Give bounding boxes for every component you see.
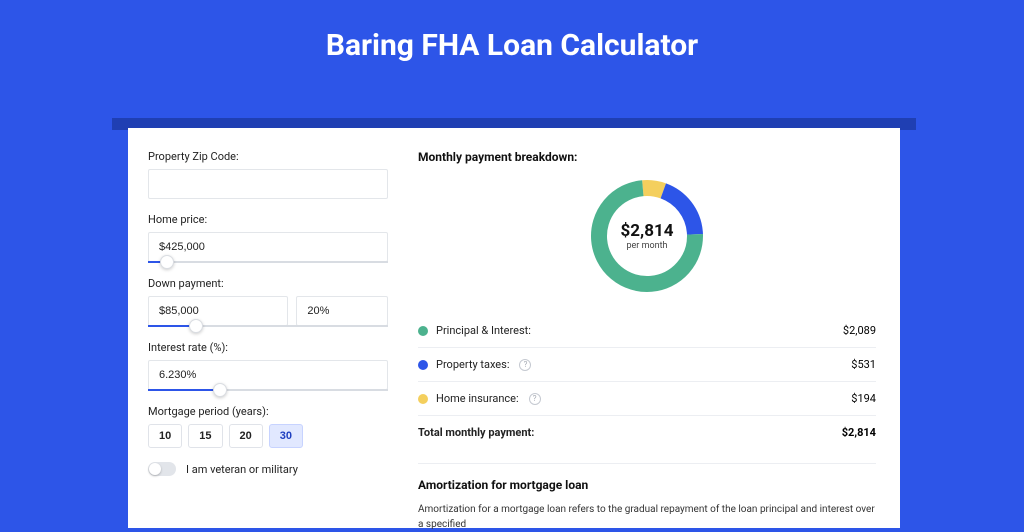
legend-row: Home insurance:? $194 — [418, 382, 876, 416]
zip-input[interactable] — [148, 169, 388, 199]
veteran-label: I am veteran or military — [186, 463, 298, 476]
slider-thumb[interactable] — [160, 255, 174, 269]
legend-label: Property taxes: — [436, 358, 509, 371]
down-payment-label: Down payment: — [148, 277, 388, 290]
zip-label: Property Zip Code: — [148, 150, 388, 163]
down-payment-group: Down payment: — [148, 277, 388, 327]
home-price-input[interactable] — [148, 232, 388, 262]
legend-total-label: Total monthly payment: — [418, 426, 534, 439]
period-btn-20[interactable]: 20 — [229, 424, 263, 448]
donut-sub: per month — [626, 241, 667, 251]
interest-input[interactable] — [148, 360, 388, 390]
legend-label: Home insurance: — [436, 392, 519, 405]
legend-value: $531 — [851, 358, 876, 371]
amortization-title: Amortization for mortgage loan — [418, 478, 876, 492]
veteran-row: I am veteran or military — [148, 462, 388, 476]
legend-dot — [418, 326, 428, 336]
info-icon[interactable]: ? — [529, 393, 541, 405]
legend-value: $2,089 — [843, 324, 876, 337]
legend-total-value: $2,814 — [842, 426, 876, 439]
zip-group: Property Zip Code: — [148, 150, 388, 199]
down-payment-input[interactable] — [148, 296, 288, 326]
interest-label: Interest rate (%): — [148, 341, 388, 354]
interest-group: Interest rate (%): — [148, 341, 388, 391]
page-title: Baring FHA Loan Calculator — [0, 28, 1024, 63]
period-label: Mortgage period (years): — [148, 405, 388, 418]
slider-thumb[interactable] — [189, 319, 203, 333]
down-payment-slider[interactable] — [148, 325, 388, 327]
info-icon[interactable]: ? — [519, 359, 531, 371]
donut-chart: $2,814 per month — [418, 176, 876, 296]
breakdown-title: Monthly payment breakdown: — [418, 150, 876, 164]
legend-total-row: Total monthly payment: $2,814 — [418, 416, 876, 449]
legend: Principal & Interest: $2,089 Property taxe… — [418, 314, 876, 449]
breakdown-panel: Monthly payment breakdown: $2,814 per mo… — [408, 128, 900, 528]
form-panel: Property Zip Code: Home price: Down paym… — [128, 128, 408, 528]
legend-label: Principal & Interest: — [436, 324, 531, 337]
legend-value: $194 — [851, 392, 876, 405]
calculator-card: Property Zip Code: Home price: Down paym… — [128, 128, 900, 528]
period-btn-15[interactable]: 15 — [188, 424, 222, 448]
veteran-toggle[interactable] — [148, 462, 176, 476]
legend-dot — [418, 360, 428, 370]
interest-slider[interactable] — [148, 389, 388, 391]
amortization-text: Amortization for a mortgage loan refers … — [418, 502, 876, 532]
down-payment-pct-input[interactable] — [296, 296, 388, 326]
amortization-section: Amortization for mortgage loan Amortizat… — [418, 463, 876, 532]
legend-dot — [418, 394, 428, 404]
home-price-label: Home price: — [148, 213, 388, 226]
home-price-slider[interactable] — [148, 261, 388, 263]
period-btn-10[interactable]: 10 — [148, 424, 182, 448]
legend-row: Property taxes:? $531 — [418, 348, 876, 382]
period-btn-30[interactable]: 30 — [269, 424, 303, 448]
donut-center: $2,814 per month — [587, 176, 707, 296]
legend-row: Principal & Interest: $2,089 — [418, 314, 876, 348]
home-price-group: Home price: — [148, 213, 388, 263]
period-group: Mortgage period (years): 1015 2030 — [148, 405, 388, 448]
donut-amount: $2,814 — [621, 221, 674, 241]
slider-thumb[interactable] — [213, 383, 227, 397]
